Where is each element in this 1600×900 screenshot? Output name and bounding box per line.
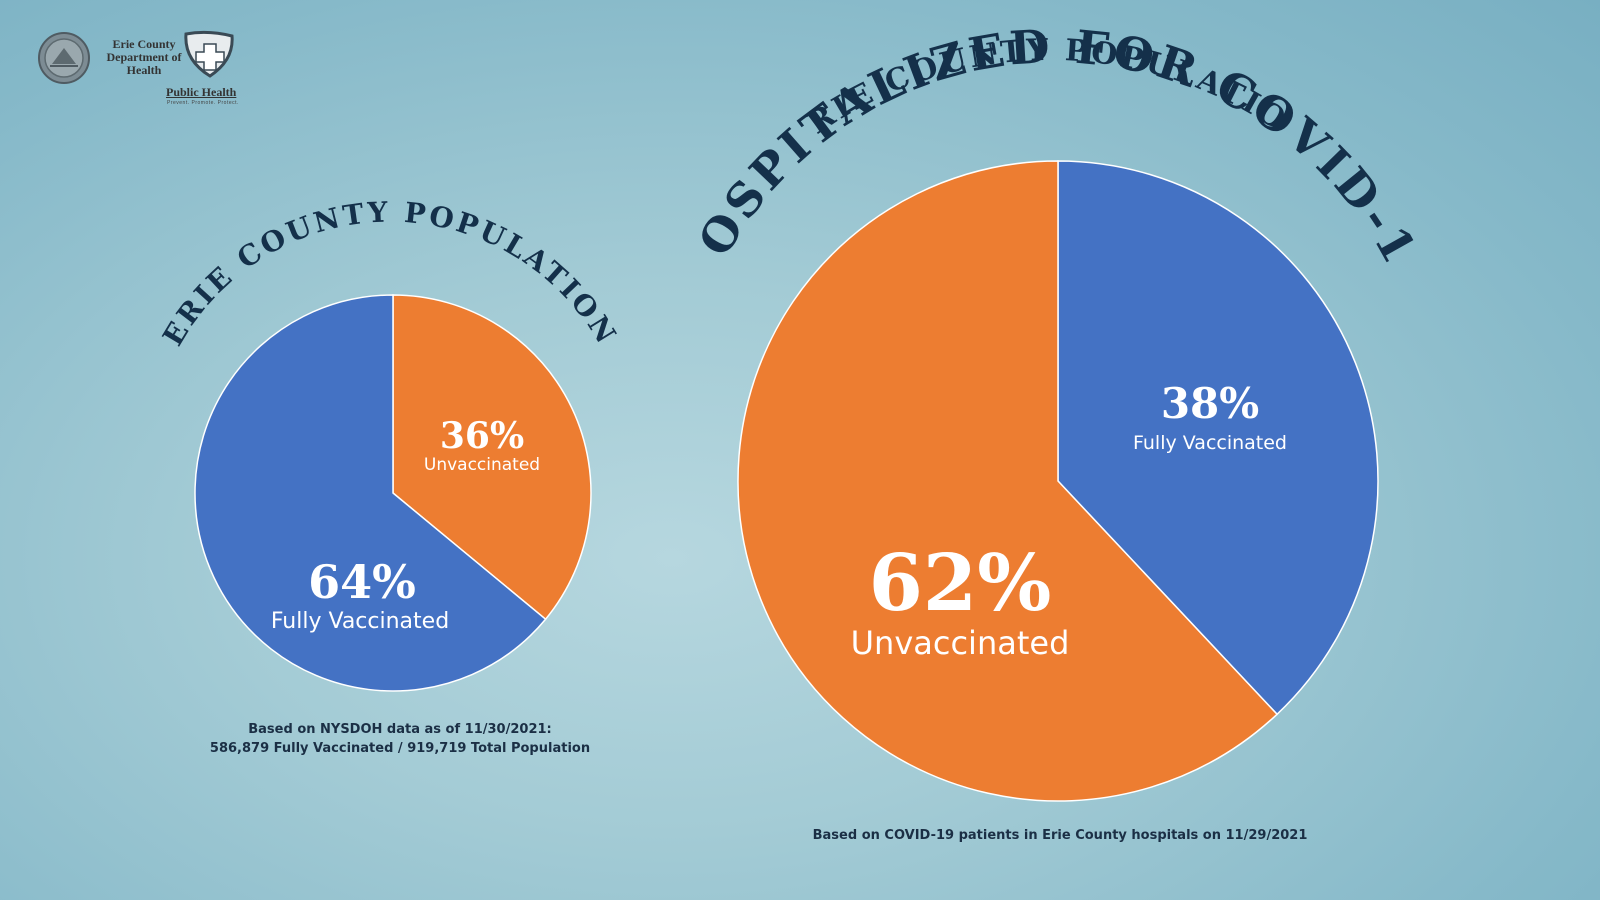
hospitalized-pie-chart: ERIE COUNTY POPULATION HOSPITALIZED FOR … [0, 0, 1424, 802]
logo-tagline: Prevent. Promote. Protect. [167, 100, 239, 106]
population-fully-vaccinated-slice [194, 294, 547, 692]
erie-county-health-logo: Erie County Department of Health Public … [38, 30, 258, 110]
population-footnote-line1: Based on NYSDOH data as of 11/30/2021: [248, 722, 552, 737]
hospitalized-unvaccinated-slice-label: Unvaccinated [851, 624, 1070, 662]
logo-org-line2: Department of [106, 50, 182, 64]
logo-org-name: Erie County Department of Health [94, 38, 194, 77]
unvaccinated-slice-label: Unvaccinated [424, 455, 540, 475]
hospitalized-vaccinated-slice-label: Fully Vaccinated [1133, 432, 1287, 454]
logo-brand: Public Health [166, 85, 237, 99]
hospitalized-vaccinated-percent-label: 38% [1161, 379, 1259, 428]
unvaccinated-percent-label: 36% [440, 415, 524, 457]
vaccinated-percent-label: 64% [308, 555, 416, 609]
vaccinated-slice-label: Fully Vaccinated [271, 609, 449, 634]
logo-org-line1: Erie County [112, 37, 176, 51]
hospitalized-unvaccinated-slice [737, 160, 1279, 802]
public-health-shield-icon [184, 30, 234, 78]
hospitalized-fully-vaccinated-slice [1057, 160, 1379, 716]
population-footnote-line2: 586,879 Fully Vaccinated / 919,719 Total… [209, 741, 591, 756]
hospitalized-unvaccinated-percent-label: 62% [869, 538, 1052, 629]
county-seal-icon [38, 32, 90, 84]
population-pie-chart: ERIE COUNTY POPULATION 36% Unvaccinated … [156, 195, 621, 692]
population-chart-footnote: Based on NYSDOH data as of 11/30/2021: 5… [190, 720, 610, 758]
population-unvaccinated-slice [392, 294, 592, 621]
logo-org-line3: Health [126, 63, 162, 77]
hospitalized-chart-footnote: Based on COVID-19 patients in Erie Count… [812, 828, 1308, 843]
